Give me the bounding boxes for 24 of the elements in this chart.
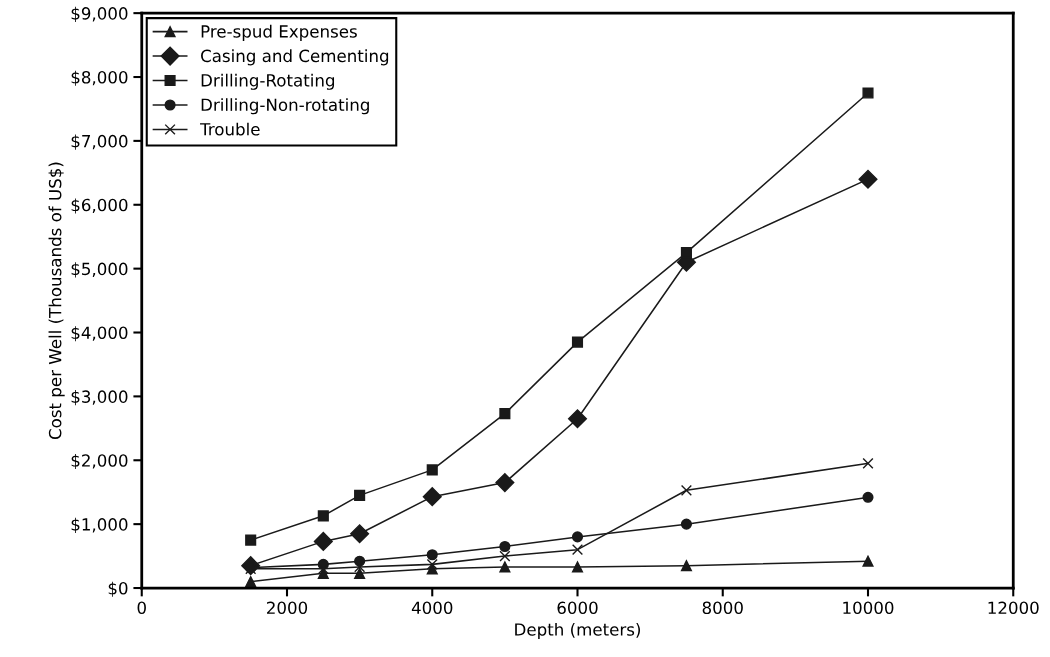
y-tick-label: $5,000 [71,262,128,278]
legend-label: Casing and Cementing [201,49,389,66]
y-tick-label: $3,000 [71,390,128,406]
x-tick-label: 10000 [843,601,894,615]
y-tick-label: $0 [108,581,128,597]
y-tick-label: $4,000 [71,326,128,342]
y-tick-label: $1,000 [71,517,128,533]
y-tick-label: $9,000 [71,6,128,22]
legend-label: Drilling-Non-rotating [201,98,369,115]
y-tick-label: $7,000 [71,134,128,150]
y-axis-title: Cost per Well (Thousands of US$) [48,162,65,440]
legend-label: Drilling-Rotating [201,73,335,90]
legend-label: Pre-spud Expenses [201,24,357,41]
y-tick-label: $8,000 [71,70,128,86]
x-axis-title: Depth (meters) [515,622,641,640]
y-tick-label: $2,000 [71,453,128,470]
x-tick-label: 12000 [988,601,1039,615]
x-tick-label: 0 [137,601,146,615]
legend-label: Trouble [200,122,260,136]
x-tick-label: 4000 [411,601,453,615]
x-tick-label: 6000 [557,601,598,615]
x-tick-label: 2000 [267,601,308,615]
y-tick-label: $6,000 [71,198,128,214]
x-tick-label: 8000 [702,601,743,615]
